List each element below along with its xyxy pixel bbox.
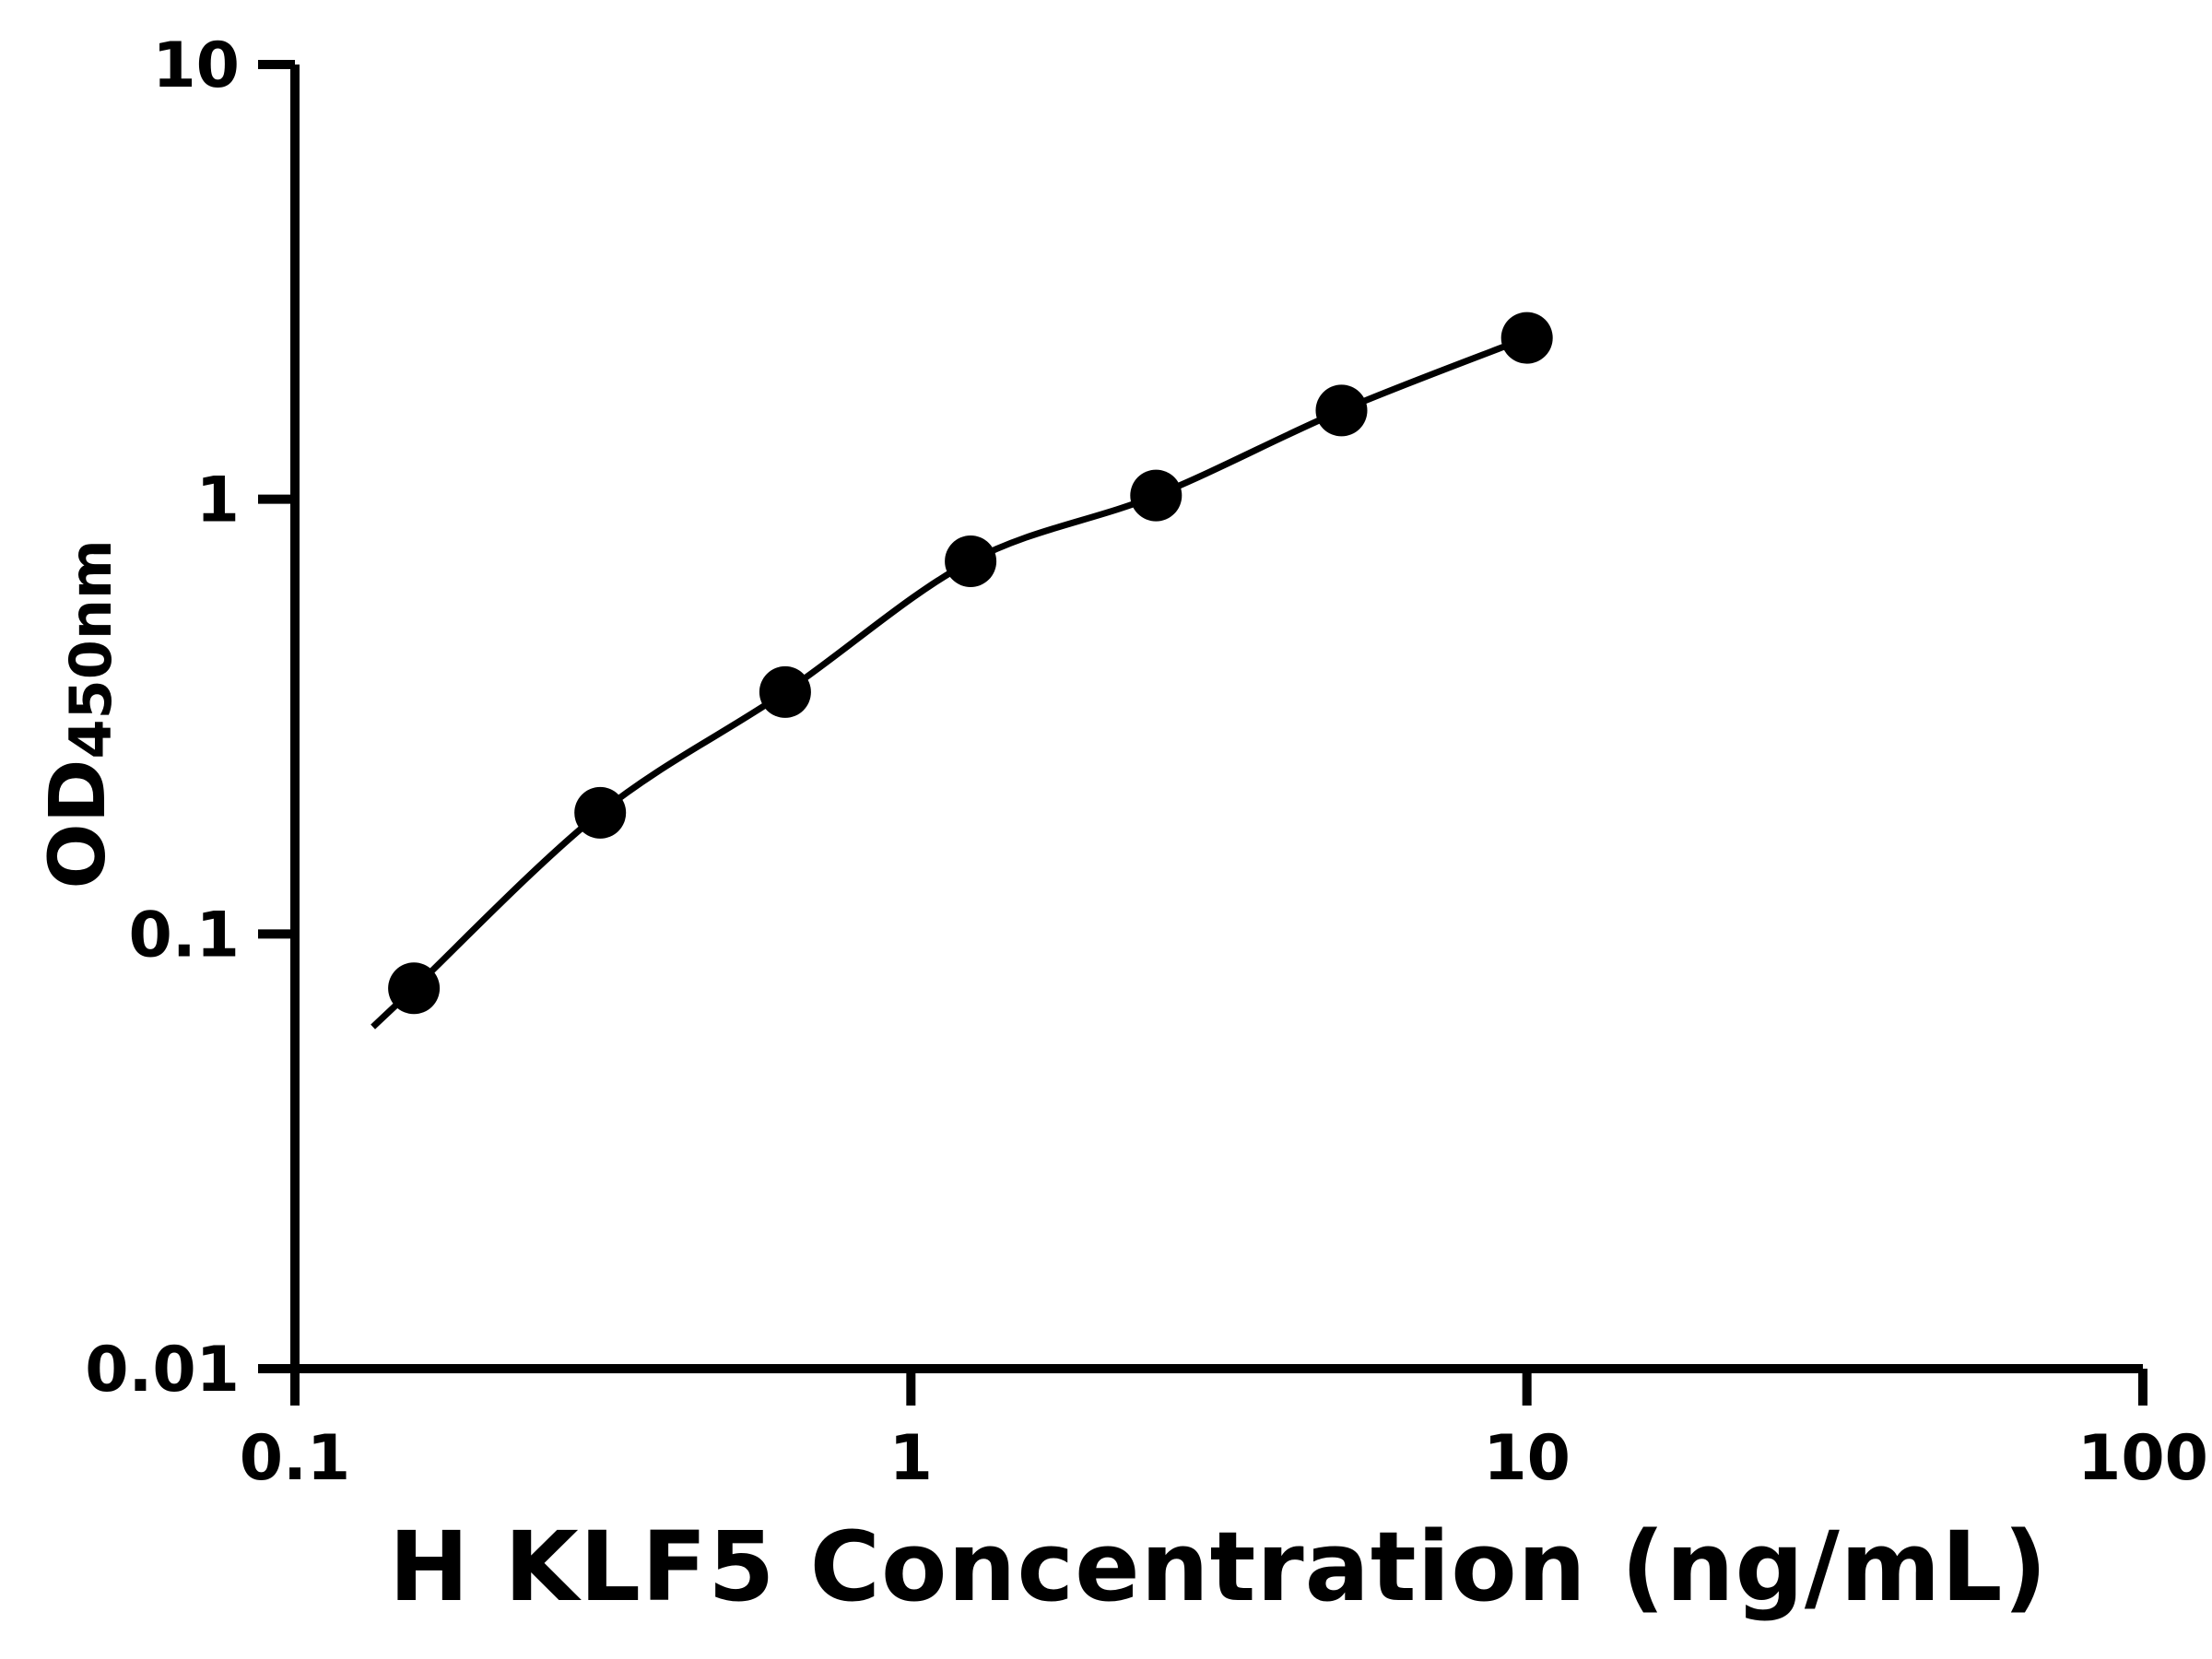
data-points <box>388 312 1553 1015</box>
y-axis-title: OD450nm <box>32 539 124 888</box>
y-tick-label: 10 <box>152 29 240 102</box>
y-tick-label: 1 <box>196 465 240 537</box>
fit-line <box>371 335 1528 1030</box>
y-tick-label: 0.1 <box>129 899 240 971</box>
y-tick-label: 0.01 <box>85 1334 240 1406</box>
data-point-marker <box>574 786 627 839</box>
axes <box>290 65 2143 1373</box>
data-point-marker <box>945 535 997 587</box>
x-tick-label: 10 <box>1483 1422 1571 1495</box>
axis-ticks <box>258 60 2147 1406</box>
y-axis-title-subscript: 450nm <box>57 539 125 759</box>
y-axis-title-main: OD <box>31 759 123 889</box>
data-point-marker <box>759 665 811 718</box>
x-tick-label: 100 <box>2077 1422 2208 1495</box>
data-point-marker <box>1500 312 1553 364</box>
data-point-marker <box>1315 384 1368 437</box>
x-tick-label: 0.1 <box>240 1422 350 1495</box>
x-tick-label: 1 <box>889 1422 933 1495</box>
data-point-marker <box>1130 469 1182 522</box>
x-axis-title: H KLF5 Concentration (ng/mL) <box>388 1511 2049 1623</box>
data-point-marker <box>388 962 441 1015</box>
fitted-curve <box>371 335 1528 1030</box>
axis-spines <box>290 65 2143 1373</box>
